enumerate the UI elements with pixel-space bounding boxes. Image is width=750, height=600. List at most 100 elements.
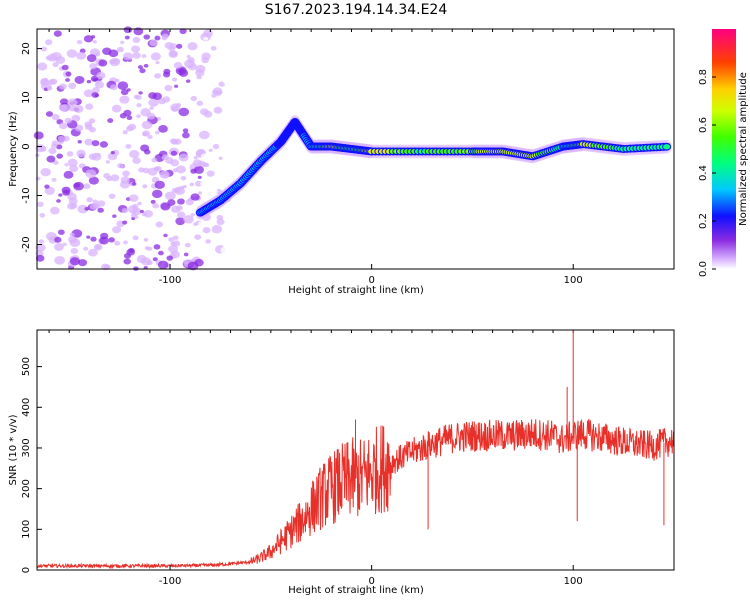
noise-blob (66, 49, 78, 58)
noise-blob (176, 211, 186, 219)
noise-blob (78, 259, 88, 267)
noise-blob (131, 216, 136, 221)
noise-blob (224, 63, 230, 67)
noise-blob (59, 98, 69, 106)
noise-blob (121, 208, 129, 214)
x-tick-label: -100 (159, 576, 182, 587)
noise-blob (76, 149, 86, 158)
noise-blob (46, 155, 56, 163)
noise-blob (199, 108, 209, 116)
noise-blob (170, 150, 178, 156)
noise-blob (166, 255, 173, 261)
snr-spikes (355, 330, 665, 530)
noise-blob (148, 98, 159, 107)
noise-blob (133, 94, 139, 99)
noise-blob (233, 242, 244, 251)
noise-blob (184, 242, 191, 248)
noise-blob (89, 63, 97, 70)
noise-blob (142, 184, 148, 189)
noise-blob (66, 151, 74, 157)
noise-blob (230, 39, 238, 46)
noise-blob (182, 184, 187, 189)
noise-blob (124, 35, 130, 40)
noise-blob (152, 92, 162, 101)
noise-blob (141, 212, 147, 217)
noise-blob (95, 80, 100, 85)
noise-blob (137, 201, 142, 206)
noise-blob (54, 236, 62, 243)
noise-blob (154, 130, 160, 135)
noise-blob (204, 89, 213, 97)
ridge-core (664, 145, 669, 149)
noise-blob (183, 252, 189, 257)
noise-blob (219, 116, 225, 122)
noise-blob (143, 34, 151, 40)
noise-blob (88, 176, 99, 185)
noise-blob (142, 131, 148, 137)
noise-blob (171, 106, 179, 112)
noise-blob (168, 245, 179, 254)
noise-blob (99, 141, 109, 148)
noise-blob (150, 199, 156, 204)
noise-blob (163, 233, 168, 238)
noise-blob (198, 191, 203, 195)
noise-blob (202, 162, 208, 167)
noise-blob (218, 238, 224, 243)
y-tick-label: 400 (21, 398, 32, 417)
noise-blob (211, 225, 223, 234)
spectrogram-noise-region (33, 26, 245, 271)
noise-blob (138, 167, 145, 173)
noise-blob (122, 220, 128, 225)
noise-blob (190, 213, 196, 217)
spectrogram-ylabel: Frequency (Hz) (8, 111, 19, 187)
noise-blob (54, 243, 64, 251)
noise-blob (76, 51, 87, 60)
y-tick-label: 100 (21, 520, 32, 539)
noise-blob (38, 239, 44, 244)
noise-blob (154, 180, 165, 189)
noise-blob (206, 170, 215, 177)
noise-blob (126, 115, 133, 121)
noise-blob (57, 135, 65, 142)
noise-blob (68, 82, 77, 90)
noise-blob (110, 174, 120, 182)
noise-blob (138, 91, 143, 95)
noise-blob (84, 207, 90, 211)
noise-blob (111, 104, 122, 113)
noise-blob (227, 235, 238, 244)
noise-blob (122, 130, 128, 135)
x-tick-label: -100 (159, 275, 182, 286)
noise-blob (129, 150, 140, 159)
noise-blob (198, 221, 204, 226)
noise-blob (194, 234, 202, 240)
noise-blob (92, 40, 97, 44)
noise-blob (213, 106, 223, 114)
noise-blob (123, 26, 133, 34)
noise-blob (160, 202, 171, 211)
noise-blob (171, 205, 181, 214)
noise-blob (208, 148, 213, 152)
noise-blob (164, 191, 176, 201)
noise-blob (120, 40, 125, 45)
noise-blob (153, 244, 161, 250)
noise-blob (230, 103, 240, 111)
colorbar-tick-label: 0.4 (698, 165, 709, 181)
spectrogram-xlabel: Height of straight line (km) (288, 285, 424, 296)
noise-blob (56, 153, 63, 159)
noise-blob (108, 49, 119, 58)
colorbar: 0.0 0.2 0.4 0.6 0.8 Normalized spectral ampl… (698, 29, 749, 277)
noise-blob (86, 197, 93, 203)
noise-blob (186, 79, 191, 83)
noise-blob (213, 189, 218, 193)
noise-blob (67, 98, 78, 107)
noise-blob (165, 157, 174, 164)
noise-blob (220, 65, 225, 70)
noise-blob (69, 165, 79, 173)
noise-blob (146, 112, 156, 120)
noise-blob (173, 138, 182, 145)
noise-blob (178, 107, 190, 117)
noise-blob (53, 30, 62, 37)
noise-blob (214, 95, 224, 104)
colorbar-tick-label: 0.6 (698, 117, 709, 133)
